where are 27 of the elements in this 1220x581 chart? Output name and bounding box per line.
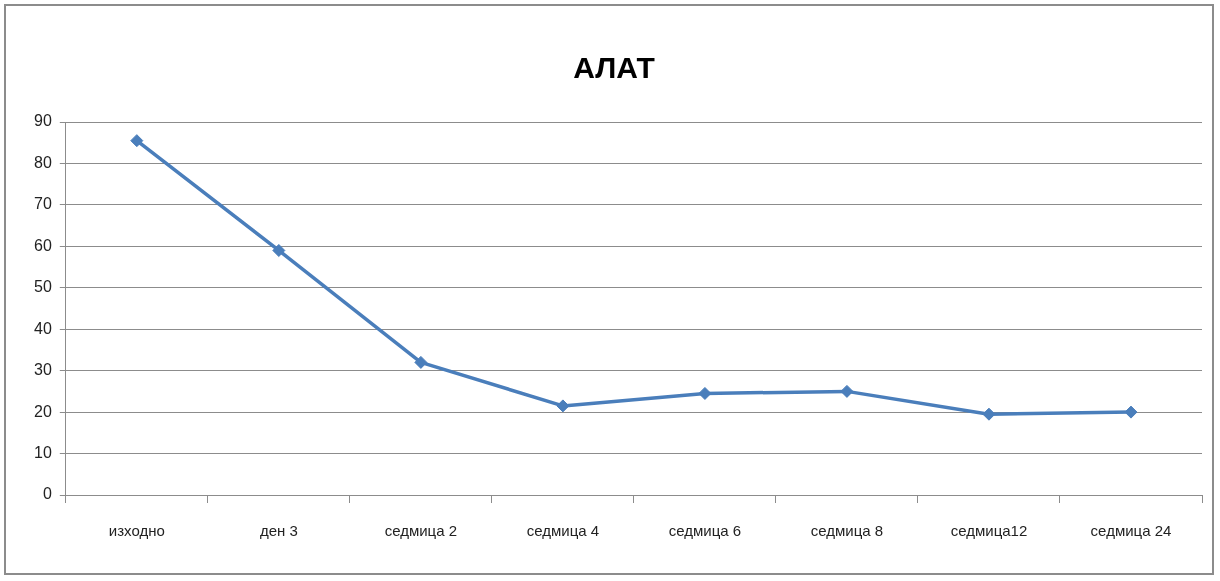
point	[1124, 405, 1138, 419]
y-tick-label: 60	[34, 236, 52, 254]
point	[698, 386, 712, 400]
y-tick-label: 10	[34, 443, 52, 461]
chart-title: АЛАТ	[573, 51, 655, 85]
x-tick-label: седмица 4	[526, 522, 600, 540]
point	[556, 399, 570, 413]
x-tick-label: изходно	[108, 522, 165, 540]
y-tick-label: 70	[34, 195, 52, 213]
x-tick-label: седмица 6	[668, 522, 742, 540]
point	[130, 134, 144, 148]
point	[982, 407, 996, 421]
x-tick-label: седмица 8	[810, 522, 884, 540]
point	[414, 355, 428, 369]
y-tick-label: 80	[34, 153, 52, 171]
y-tick-label: 20	[34, 402, 52, 420]
y-tick-label: 90	[34, 112, 52, 130]
y-tick-label: 40	[34, 319, 52, 337]
x-tick-label: седмица 24	[1090, 522, 1172, 540]
x-tick-label: седмица 2	[384, 522, 458, 540]
y-tick-label: 0	[42, 485, 52, 503]
y-tick-label: 30	[34, 361, 52, 379]
y-tick-label: 50	[34, 278, 52, 296]
x-tick-label: седмица12	[950, 522, 1028, 540]
x-tick-label: ден 3	[259, 522, 298, 540]
point	[272, 243, 286, 257]
point	[840, 384, 854, 398]
